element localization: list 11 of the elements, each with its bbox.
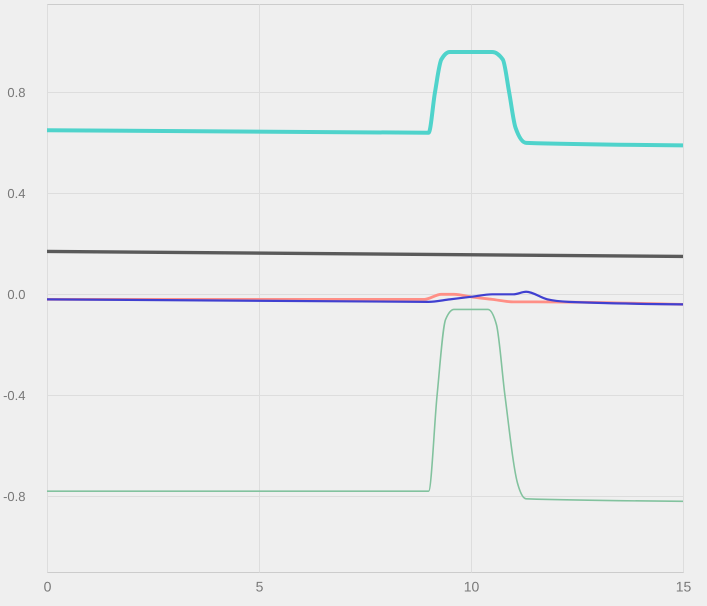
line-series (47, 308, 683, 502)
y-tick-label: 0.0 (7, 286, 26, 302)
y-tick-label: 0.4 (7, 186, 26, 201)
x-tick-label: 10 (464, 578, 480, 594)
x-tick-label: 5 (256, 578, 264, 594)
y-tick-label: -0.4 (3, 388, 26, 403)
y-tick-label: -0.8 (3, 488, 26, 504)
x-tick-label: 0 (44, 578, 52, 594)
line-series (47, 50, 683, 148)
y-tick-label: 0.8 (7, 84, 26, 100)
x-tick-label: 15 (676, 578, 692, 594)
